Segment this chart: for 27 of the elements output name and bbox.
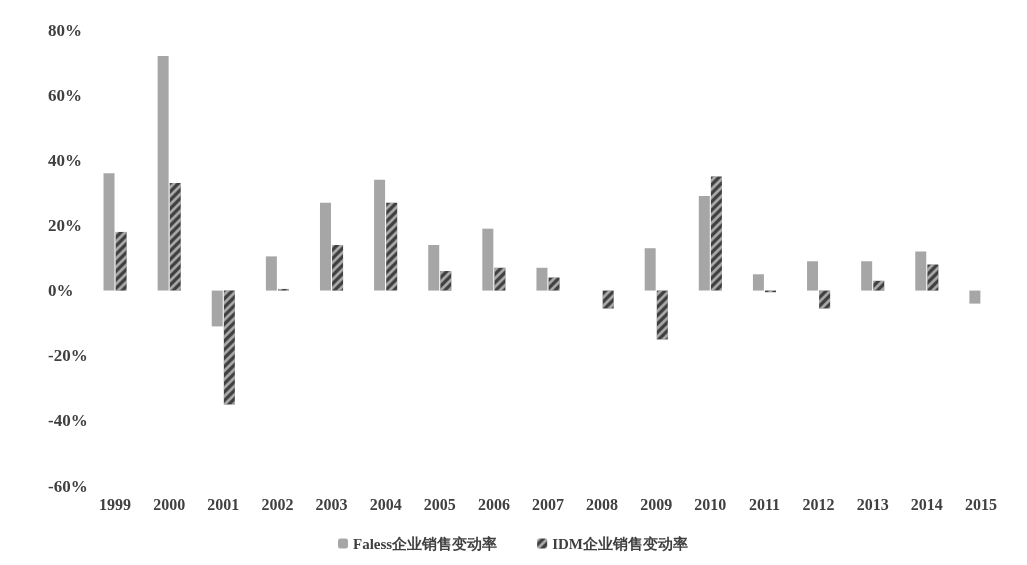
- x-tick-label: 2015: [964, 495, 997, 513]
- y-tick-label: 60%: [48, 85, 82, 105]
- x-tick-label: 2005: [423, 495, 456, 513]
- legend-label: IDM企业销售变动率: [552, 534, 688, 552]
- x-tick-label: 2010: [694, 495, 727, 513]
- x-tick-label: 2004: [369, 495, 402, 513]
- x-tick-label: 2009: [640, 495, 673, 513]
- x-tick-label: 2007: [532, 495, 564, 513]
- x-tick-label: 2000: [153, 495, 186, 513]
- x-tick-label: 2001: [207, 495, 240, 513]
- y-tick-label: 20%: [48, 215, 82, 235]
- x-tick-label: 2012: [802, 495, 835, 513]
- x-tick-label: 2008: [586, 495, 619, 513]
- y-tick-label: 40%: [48, 150, 82, 170]
- y-tick-label: 0%: [48, 281, 74, 301]
- x-tick-label: 2013: [856, 495, 889, 513]
- x-tick-label: 2003: [315, 495, 348, 513]
- legend-label: Faless企业销售变动率: [353, 534, 498, 552]
- x-tick-label: 2006: [477, 495, 510, 513]
- x-tick-label: 2014: [910, 495, 943, 513]
- y-tick-label: 80%: [48, 20, 82, 40]
- x-tick-label: 2011: [748, 495, 781, 513]
- x-tick-label: 1999: [99, 495, 132, 513]
- y-tick-label: -40%: [48, 411, 88, 431]
- y-tick-label: -60%: [48, 476, 88, 496]
- x-tick-label: 2002: [261, 495, 294, 513]
- y-tick-label: -20%: [48, 346, 88, 366]
